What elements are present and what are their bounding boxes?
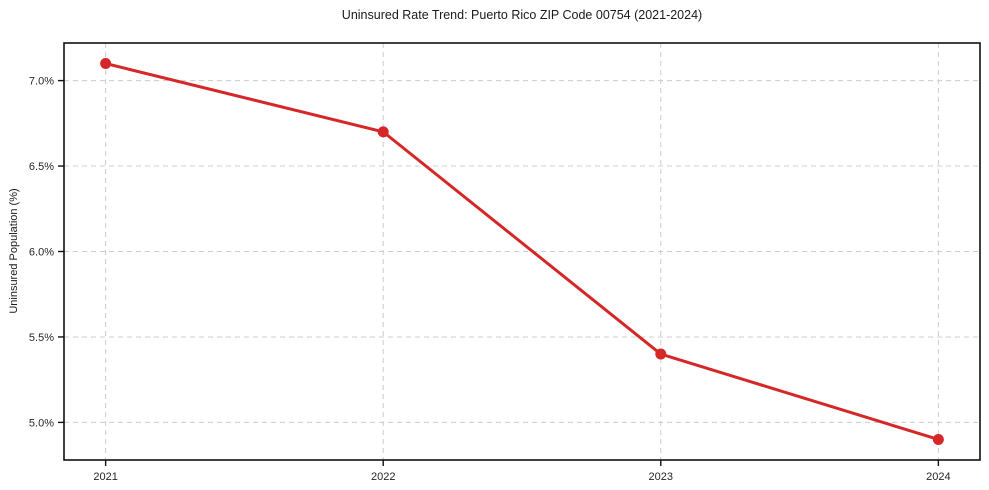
x-tick-label: 2023 bbox=[649, 471, 673, 483]
chart-title: Uninsured Rate Trend: Puerto Rico ZIP Co… bbox=[341, 8, 703, 22]
y-tick-label: 5.0% bbox=[29, 417, 54, 429]
x-tick-label: 2024 bbox=[926, 471, 950, 483]
y-tick-label: 5.5% bbox=[29, 332, 54, 344]
x-tick-label: 2022 bbox=[371, 471, 395, 483]
trend-line bbox=[104, 62, 940, 441]
x-tick-label: 2021 bbox=[93, 471, 117, 483]
data-point-marker bbox=[100, 58, 112, 70]
y-tick-label: 7.0% bbox=[29, 76, 54, 88]
y-tick-label: 6.5% bbox=[29, 161, 54, 173]
data-point-marker bbox=[377, 126, 389, 138]
y-tick-label: 6.0% bbox=[29, 247, 54, 259]
data-point-marker bbox=[932, 433, 944, 445]
data-point-marker bbox=[655, 348, 667, 360]
